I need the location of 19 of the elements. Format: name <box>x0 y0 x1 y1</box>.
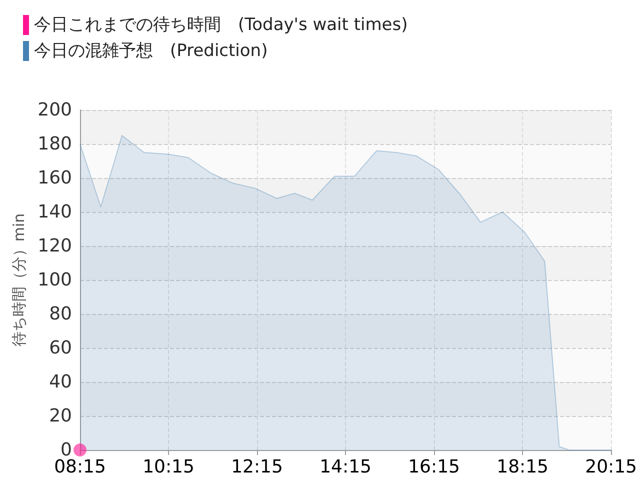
y-tick-label: 20 <box>49 406 72 426</box>
x-tick-label: 10:15 <box>142 456 194 478</box>
legend-label: 今日の混雑予想 (Prediction) <box>34 41 268 61</box>
y-tick-label: 160 <box>38 168 72 188</box>
y-tick-label: 180 <box>38 134 72 154</box>
y-axis-title: 待ち時間（分）min <box>10 213 28 347</box>
y-tick-label: 100 <box>38 270 72 290</box>
x-tick-label: 16:15 <box>408 456 460 478</box>
y-tick-label: 80 <box>49 304 72 324</box>
y-tick-label: 200 <box>38 100 72 120</box>
x-tick-label: 18:15 <box>496 456 548 478</box>
y-tick-label: 60 <box>49 338 72 358</box>
legend-label: 今日これまでの待ち時間 (Today's wait times) <box>34 15 408 35</box>
y-tick-label: 40 <box>49 372 72 392</box>
x-tick-label: 20:15 <box>585 456 637 478</box>
y-tick-label: 120 <box>38 236 72 256</box>
x-tick-label: 14:15 <box>320 456 372 478</box>
y-tick-label: 140 <box>38 202 72 222</box>
x-tick-label: 12:15 <box>231 456 283 478</box>
